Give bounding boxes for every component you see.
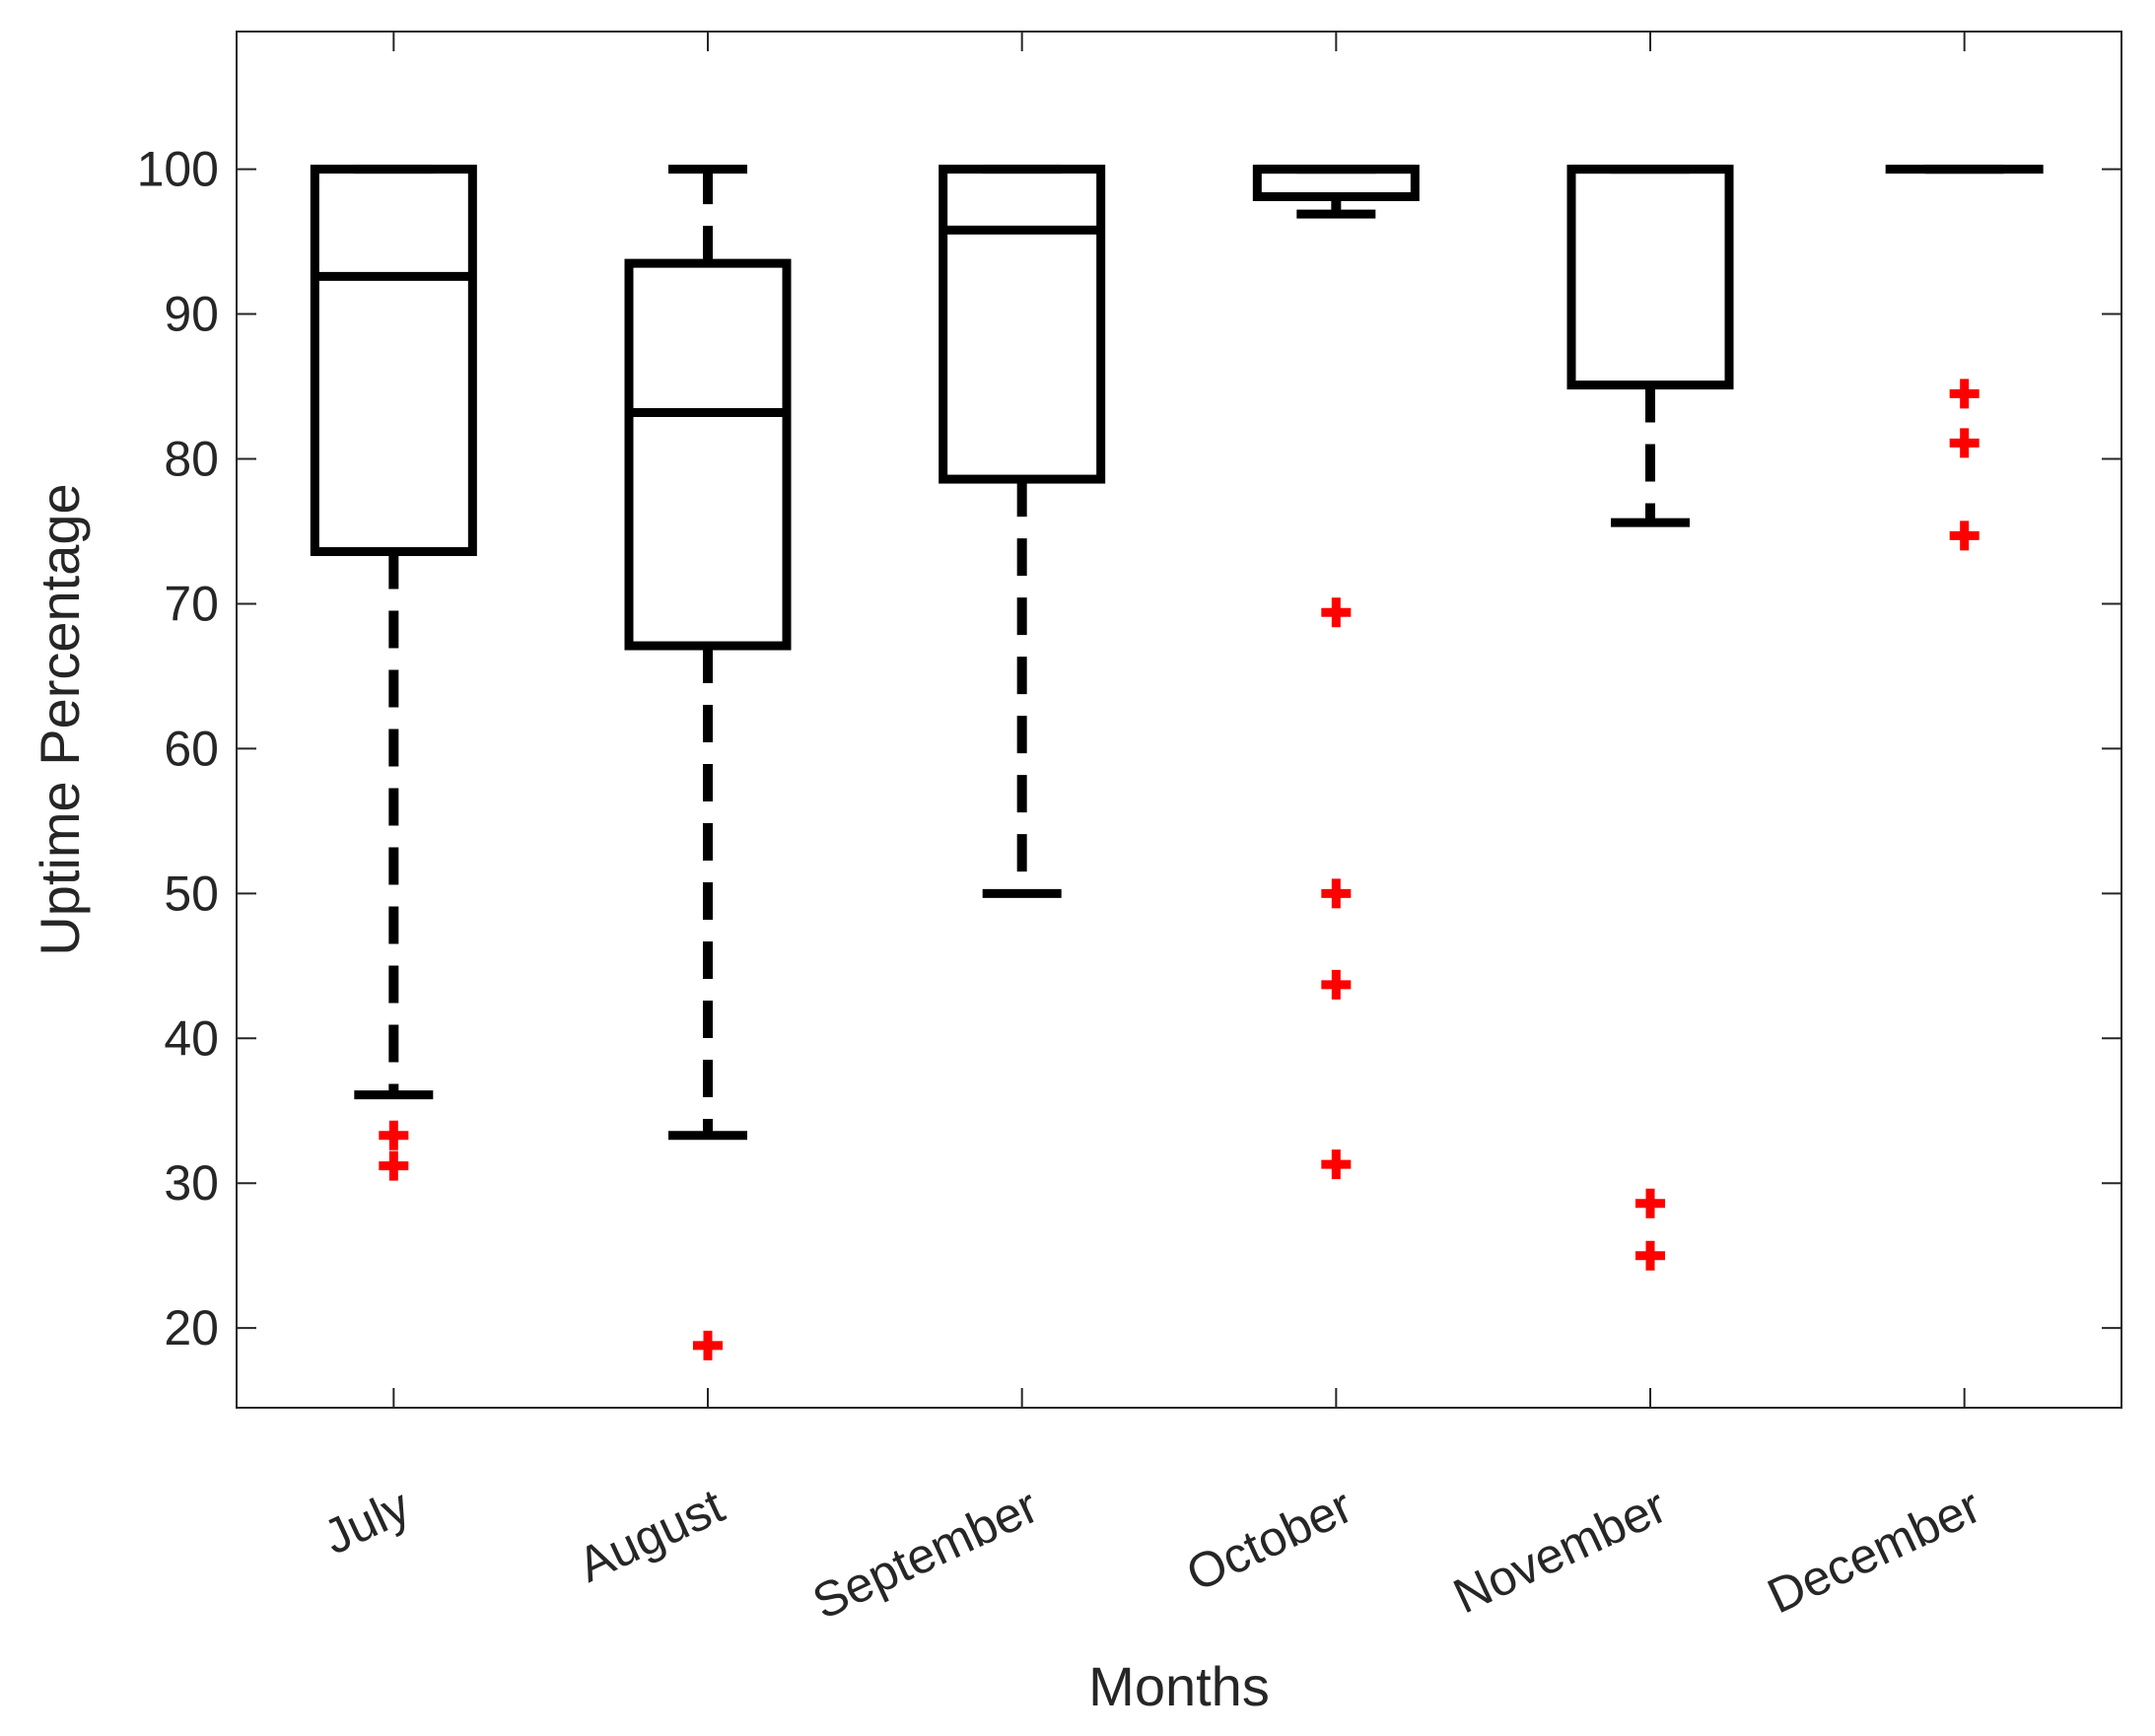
box-group: [624, 165, 792, 1360]
outlier-marker: [1949, 428, 1980, 458]
y-axis-title: Uptime Percentage: [29, 483, 91, 955]
plot-area: [310, 165, 2044, 1360]
y-tick-label: 90: [164, 287, 219, 342]
y-tick-label: 50: [164, 866, 219, 921]
outlier-marker: [693, 1330, 723, 1360]
box-group: [1566, 165, 1734, 1271]
outlier-marker: [1635, 1188, 1665, 1218]
outlier-marker: [1635, 1240, 1665, 1271]
outlier-marker: [1321, 969, 1352, 1000]
box-group: [1252, 165, 1420, 1180]
y-tick-label: 70: [164, 576, 219, 631]
outlier-marker: [379, 1150, 409, 1181]
y-tick-label: 60: [164, 721, 219, 776]
outlier-marker: [379, 1120, 409, 1150]
outlier-marker: [1949, 521, 1980, 551]
y-tick-label: 30: [164, 1155, 219, 1211]
outlier-marker: [1321, 1149, 1352, 1180]
y-tick-label: 100: [137, 142, 219, 197]
box-group: [938, 165, 1106, 898]
outlier-marker: [1949, 379, 1980, 409]
outlier-marker: [1321, 597, 1352, 628]
box-iqr: [938, 165, 1106, 484]
y-tick-label: 40: [164, 1010, 219, 1066]
y-tick-label: 20: [164, 1300, 219, 1355]
axes-frame: [236, 31, 2122, 1409]
y-tick-label: 80: [164, 431, 219, 486]
outlier-marker: [1321, 878, 1352, 909]
box-iqr: [624, 258, 792, 651]
box-iqr: [310, 165, 477, 557]
box-group: [310, 165, 477, 1181]
x-axis-title: Months: [1088, 1655, 1270, 1717]
box-group: [1885, 165, 2044, 551]
